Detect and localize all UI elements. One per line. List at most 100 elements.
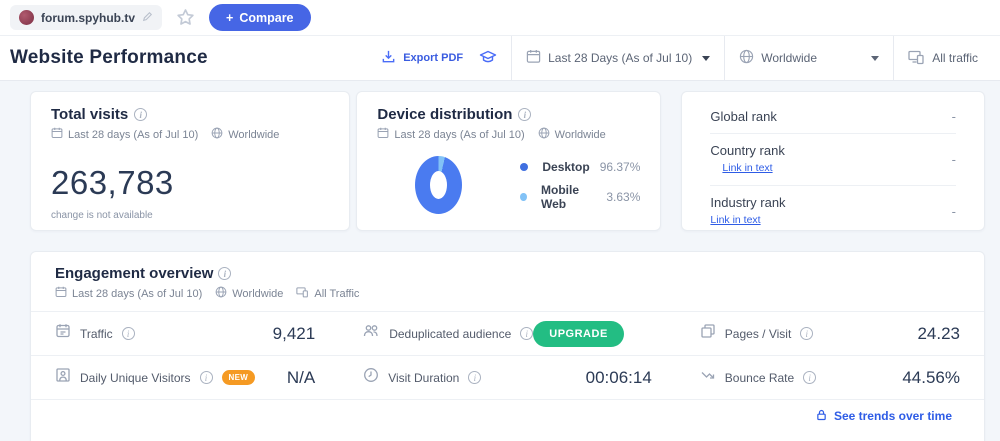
- date-range-value: Last 28 Days (As of Jul 10): [548, 51, 693, 65]
- legend-item-mobile: Mobile Web 3.63%: [520, 183, 640, 211]
- site-selector[interactable]: forum.spyhub.tv: [10, 5, 163, 30]
- total-visits-value: 263,783: [51, 164, 174, 201]
- metric-value: 9,421: [272, 323, 316, 343]
- metric-daily-unique-visitors: Daily Unique Visitors i NEW N/A: [31, 355, 340, 399]
- globe-icon: [215, 286, 227, 301]
- bounce-arrow-icon: [700, 367, 716, 388]
- date-label: Last 28 days (As of Jul 10): [68, 128, 199, 141]
- academy-button[interactable]: [477, 36, 511, 80]
- globe-icon: [211, 127, 223, 142]
- calendar-icon: [55, 323, 71, 344]
- metric-label: Daily Unique Visitors: [80, 370, 191, 385]
- engagement-metrics: Traffic i 9,421 Deduplicated audience i …: [31, 311, 984, 399]
- devices-icon: [296, 286, 309, 301]
- total-visits-subtitle: Last 28 days (As of Jul 10) Worldwide: [51, 127, 329, 142]
- compare-button-label: Compare: [239, 10, 294, 25]
- traffic-filter[interactable]: All traffic: [894, 36, 992, 80]
- metric-deduplicated-audience: Deduplicated audience i UPGRADE: [339, 311, 676, 355]
- industry-rank-row: Industry rank Link in text -: [710, 185, 956, 237]
- country-rank-row: Country rank Link in text -: [710, 133, 956, 185]
- info-icon[interactable]: i: [121, 327, 135, 340]
- upgrade-button[interactable]: UPGRADE: [533, 320, 624, 347]
- site-name: forum.spyhub.tv: [41, 10, 136, 25]
- export-pdf-label: Export PDF: [403, 51, 464, 64]
- legend-value: 3.63%: [606, 189, 641, 204]
- metric-value: 24.23: [917, 323, 960, 343]
- traffic-label: All Traffic: [314, 287, 360, 300]
- engagement-title-text: Engagement overview: [55, 265, 214, 282]
- metric-pages-per-visit: Pages / Visit i 24.23: [675, 311, 984, 355]
- device-legend: Desktop 96.37% Mobile Web 3.63%: [520, 160, 640, 211]
- graduation-cap-icon: [479, 49, 497, 68]
- industry-rank-link[interactable]: Link in text: [710, 214, 761, 226]
- legend-label: Desktop: [542, 159, 590, 174]
- total-visits-card: Total visits i Last 28 days (As of Jul 1…: [30, 91, 351, 231]
- device-distribution-title-text: Device distribution: [377, 106, 513, 123]
- info-icon[interactable]: i: [803, 371, 817, 384]
- calendar-icon: [51, 127, 63, 142]
- device-distribution-body: Desktop 96.37% Mobile Web 3.63%: [377, 156, 640, 214]
- geo-label: Worldwide: [232, 287, 284, 300]
- export-pdf-button[interactable]: Export PDF: [367, 36, 477, 80]
- info-icon[interactable]: i: [218, 267, 232, 280]
- plus-icon: +: [226, 10, 234, 25]
- device-donut-chart: [415, 156, 463, 214]
- info-icon[interactable]: i: [199, 371, 213, 384]
- info-icon[interactable]: i: [468, 371, 482, 384]
- compare-button[interactable]: + Compare: [209, 4, 311, 31]
- info-icon[interactable]: i: [800, 327, 814, 340]
- engagement-footer: See trends over time: [31, 399, 984, 432]
- geo-label: Worldwide: [228, 128, 280, 141]
- divider: [724, 36, 726, 80]
- calendar-icon: [55, 286, 67, 301]
- metric-bounce-rate: Bounce Rate i 44.56%: [675, 355, 984, 399]
- see-trends-link[interactable]: See trends over time: [815, 408, 952, 425]
- calendar-icon: [526, 49, 541, 67]
- total-visits-title-text: Total visits: [51, 106, 129, 123]
- desktop-dot: [520, 162, 529, 171]
- total-visits-title: Total visits i: [51, 106, 329, 123]
- metric-label: Deduplicated audience: [389, 326, 512, 341]
- header-controls: Export PDF Last 28 Days (As of Jul 10) W…: [367, 36, 992, 80]
- rank-card: Global rank - Country rank Link in text …: [681, 91, 985, 231]
- industry-rank-value: -: [951, 204, 956, 219]
- country-rank-link[interactable]: Link in text: [722, 162, 773, 174]
- new-badge: NEW: [221, 370, 256, 385]
- metric-traffic: Traffic i 9,421: [31, 311, 340, 355]
- geo-dropdown[interactable]: Worldwide: [725, 36, 893, 80]
- device-distribution-title: Device distribution i: [377, 106, 640, 123]
- chevron-down-icon: [702, 55, 711, 61]
- metric-label: Visit Duration: [388, 370, 460, 385]
- globe-icon: [538, 127, 550, 142]
- legend-label: Mobile Web: [541, 182, 580, 211]
- metric-label: Bounce Rate: [724, 370, 795, 385]
- metric-visit-duration: Visit Duration i 00:06:14: [339, 355, 676, 399]
- metric-label: Traffic: [80, 326, 113, 341]
- top-bar: forum.spyhub.tv + Compare: [0, 0, 1000, 36]
- unique-visitor-icon: [55, 367, 71, 388]
- total-visits-note: change is not available: [51, 210, 153, 221]
- device-distribution-card: Device distribution i Last 28 days (As o…: [356, 91, 662, 231]
- global-rank-label: Global rank: [710, 109, 777, 124]
- info-icon[interactable]: i: [134, 108, 148, 121]
- country-rank-label: Country rank: [710, 143, 785, 158]
- lock-icon: [815, 408, 828, 425]
- mobile-dot: [520, 192, 528, 201]
- globe-icon: [739, 49, 754, 67]
- country-rank-value: -: [951, 152, 956, 167]
- metric-value: 44.56%: [902, 367, 960, 387]
- see-trends-label: See trends over time: [833, 409, 952, 423]
- geo-label: Worldwide: [554, 128, 606, 141]
- overview-cards: Total visits i Last 28 days (As of Jul 1…: [30, 91, 985, 231]
- info-icon[interactable]: i: [518, 108, 532, 121]
- info-icon[interactable]: i: [520, 327, 534, 340]
- date-range-dropdown[interactable]: Last 28 Days (As of Jul 10): [512, 36, 724, 80]
- clock-icon: [363, 367, 379, 388]
- device-distribution-subtitle: Last 28 days (As of Jul 10) Worldwide: [377, 127, 640, 142]
- global-rank-value: -: [951, 109, 956, 124]
- geo-value: Worldwide: [761, 51, 818, 65]
- edit-icon[interactable]: [142, 9, 153, 27]
- pages-icon: [700, 323, 716, 344]
- date-label: Last 28 days (As of Jul 10): [394, 128, 525, 141]
- favorite-star-icon[interactable]: [176, 8, 195, 27]
